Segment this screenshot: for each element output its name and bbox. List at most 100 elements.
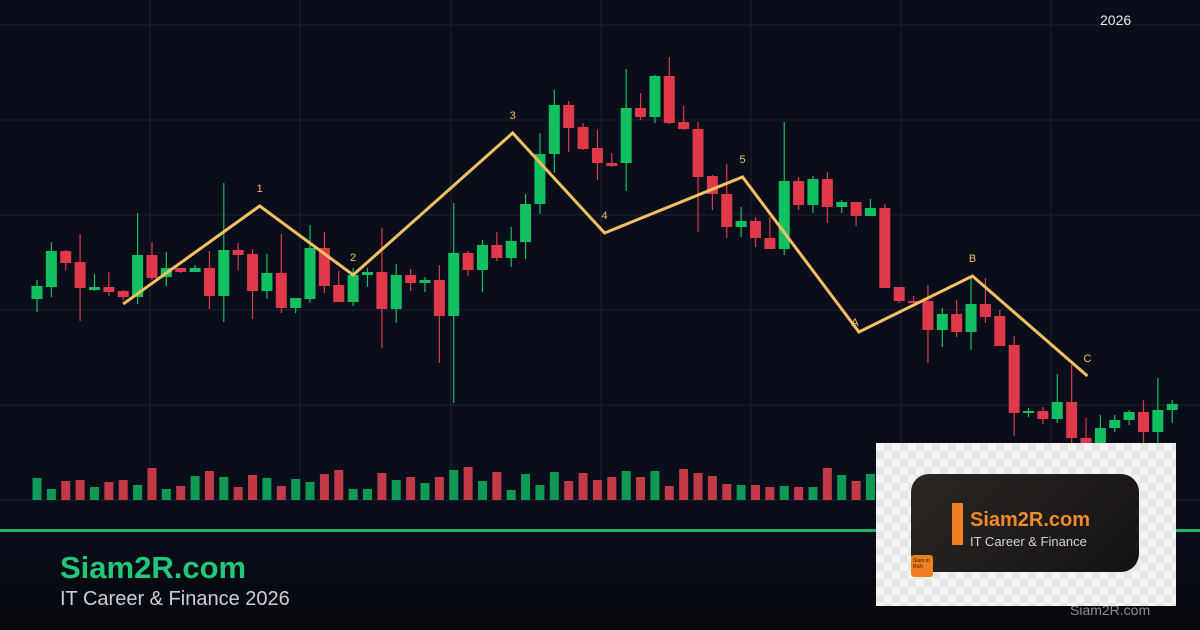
volume-bar xyxy=(391,480,401,500)
candle-body xyxy=(405,275,417,283)
candle-body xyxy=(1094,428,1106,443)
candle xyxy=(88,274,100,291)
candle-body xyxy=(951,314,963,332)
wave-label: 4 xyxy=(602,210,608,222)
candle xyxy=(1109,415,1121,432)
volume-bar xyxy=(751,485,760,500)
candle xyxy=(189,265,201,272)
wave-label: 1 xyxy=(257,183,263,195)
divider-line xyxy=(0,529,1200,532)
candle xyxy=(362,268,374,287)
candle xyxy=(476,240,488,292)
volume-bar xyxy=(636,477,646,500)
volume-bar xyxy=(133,485,143,500)
candle xyxy=(405,269,417,291)
volume-bar xyxy=(722,484,732,500)
volume-bar xyxy=(679,469,689,500)
candle-body xyxy=(304,248,316,299)
candle xyxy=(706,175,718,210)
candle xyxy=(520,194,532,259)
candle-body xyxy=(433,280,445,316)
candle xyxy=(778,122,790,255)
logo-bar-icon xyxy=(952,503,963,545)
candle-body xyxy=(189,268,201,272)
candle xyxy=(103,272,115,296)
candle-body xyxy=(390,275,402,309)
candle xyxy=(836,200,848,213)
volume-bar xyxy=(808,487,818,500)
candle-body xyxy=(203,268,215,296)
candle xyxy=(721,164,733,238)
wave-label: B xyxy=(969,253,976,265)
candle xyxy=(1023,408,1035,417)
volume-bar xyxy=(664,486,674,500)
candle-body xyxy=(735,221,747,227)
candle xyxy=(304,225,316,303)
grid xyxy=(0,0,1200,501)
candle xyxy=(232,243,244,270)
candle xyxy=(491,232,503,261)
candle xyxy=(318,232,330,293)
volume-bar xyxy=(161,489,171,500)
volume-bar xyxy=(477,481,487,500)
wave-label: 5 xyxy=(740,154,746,166)
candle-body xyxy=(333,285,345,302)
candle-body xyxy=(132,255,144,297)
candle xyxy=(247,249,259,319)
candle xyxy=(750,217,761,247)
candle xyxy=(333,271,345,302)
candle-body xyxy=(520,204,532,242)
candle xyxy=(462,251,474,276)
volume-bar xyxy=(837,475,847,500)
volume-bar xyxy=(463,467,473,500)
candle xyxy=(275,234,287,313)
candle xyxy=(1066,365,1078,443)
volume-bar xyxy=(822,468,832,500)
candle-body xyxy=(635,108,647,117)
candle xyxy=(735,207,747,237)
candle-body xyxy=(491,245,503,258)
candle xyxy=(663,57,675,124)
candle xyxy=(448,203,460,403)
volume-bar xyxy=(348,489,358,500)
candle-body xyxy=(175,268,187,272)
candle-body xyxy=(778,181,790,249)
candle xyxy=(606,153,618,167)
candle-body xyxy=(1008,345,1020,413)
candle-body xyxy=(663,76,675,123)
candle-body xyxy=(591,148,603,163)
candle-body xyxy=(692,129,704,177)
volume-bar xyxy=(118,480,128,500)
volume-bar xyxy=(334,470,344,500)
candle xyxy=(117,290,129,300)
candle xyxy=(1137,400,1149,445)
wave-label: A xyxy=(851,317,859,329)
watermark-text: Siam2R.com xyxy=(1070,602,1151,618)
candle-body xyxy=(261,273,273,291)
volume-bar xyxy=(621,471,631,500)
volume-bar xyxy=(89,487,99,500)
wave-label: 2 xyxy=(350,252,356,264)
candle xyxy=(793,177,805,210)
volume-bar xyxy=(276,486,286,500)
candle-body xyxy=(31,286,43,299)
candle-body xyxy=(247,254,259,291)
candle-body xyxy=(836,202,848,207)
candle xyxy=(419,277,431,292)
brand-title: Siam2R.com xyxy=(60,550,247,585)
candle xyxy=(577,123,589,150)
candle xyxy=(74,234,86,321)
candle-body xyxy=(1080,438,1092,443)
candle xyxy=(635,93,647,120)
candle xyxy=(45,242,57,297)
volume-bar xyxy=(104,482,114,500)
volume-bar xyxy=(535,485,545,500)
volume-bar xyxy=(794,487,804,500)
candle-body xyxy=(117,291,129,297)
candle xyxy=(936,308,948,347)
elliott-wave: 1 2 3 4 5 A B C xyxy=(122,110,1091,378)
volume-bar xyxy=(176,486,186,500)
volume-bar xyxy=(291,479,301,500)
candle xyxy=(807,176,819,213)
volume-bar xyxy=(449,470,459,500)
